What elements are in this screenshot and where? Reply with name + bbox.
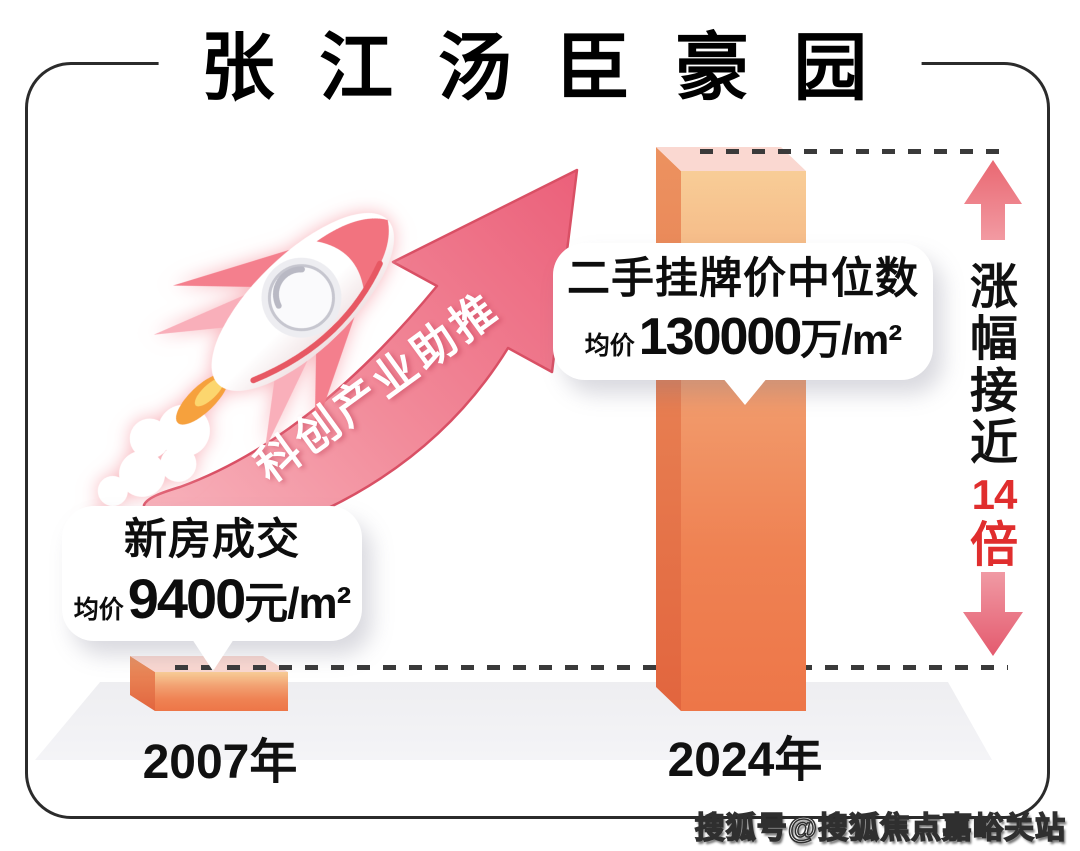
growth-char: 接	[969, 365, 1018, 418]
price-value: 130000	[638, 308, 803, 366]
bar-2007-front	[155, 672, 288, 711]
growth-annotation: 涨 幅 接 近 14 倍	[966, 262, 1022, 572]
price-unit: 元/m²	[244, 578, 351, 628]
callout-2007-price: 均价 9400 元/m²	[73, 566, 352, 631]
callout-2024-price: 均价 130000 万/m²	[584, 306, 903, 367]
growth-multiplier: 14	[971, 471, 1018, 518]
price-unit: 万/m²	[800, 316, 902, 363]
callout-2024: 二手挂牌价中位数 均价 130000 万/m²	[553, 243, 933, 380]
growth-char: 近	[969, 417, 1018, 470]
bar-2024-side	[656, 147, 681, 711]
x-axis-label-2007: 2007年	[142, 736, 298, 789]
x-axis-label-2024: 2024年	[667, 734, 823, 787]
price-prefix: 均价	[584, 332, 635, 360]
growth-char: 涨	[969, 261, 1018, 314]
callout-2007: 新房成交 均价 9400 元/m²	[62, 506, 362, 641]
callout-2007-heading: 新房成交	[124, 515, 300, 564]
dashed-line-top	[700, 149, 1008, 154]
growth-char: 倍	[969, 519, 1018, 572]
price-value: 9400	[127, 566, 247, 630]
watermark: 搜狐号@搜狐焦点嘉峪关站	[694, 811, 1066, 846]
callout-2024-heading: 二手挂牌价中位数	[567, 255, 919, 303]
page-title: 张 江 汤 臣 豪 园	[158, 24, 922, 112]
growth-char: 幅	[969, 313, 1018, 366]
dashed-line-bottom	[175, 665, 1008, 670]
price-prefix: 均价	[73, 595, 124, 624]
